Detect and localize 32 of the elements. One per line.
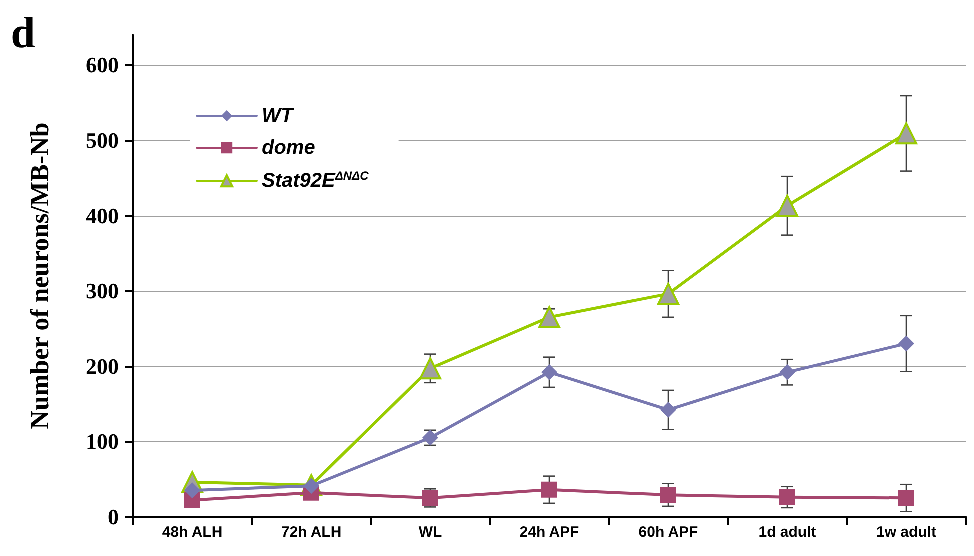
- y-tick-label: 100: [86, 429, 119, 454]
- point: [660, 402, 676, 418]
- point: [780, 364, 796, 380]
- x-tick-label: 48h ALH: [162, 524, 223, 541]
- point: [776, 194, 798, 217]
- point: [658, 283, 680, 306]
- point: [780, 489, 796, 506]
- x-tick-label: WL: [418, 524, 442, 541]
- x-tick-label: 1d adult: [758, 524, 816, 541]
- x-tick-label: 1w adult: [876, 524, 937, 541]
- point: [538, 306, 560, 328]
- y-tick-label: 200: [86, 354, 119, 379]
- point: [184, 482, 200, 499]
- y-tick-label: 400: [86, 203, 119, 228]
- point: [542, 482, 558, 498]
- y-tick-label: 500: [86, 128, 119, 153]
- legend-label: WT: [262, 105, 295, 127]
- x-tick-label: 24h APF: [520, 524, 580, 541]
- point: [896, 122, 918, 145]
- y-axis-title: Number of neurons/MB-Nb: [26, 122, 54, 430]
- point: [542, 364, 558, 380]
- point: [898, 490, 914, 506]
- y-tick-label: 0: [108, 504, 119, 530]
- point: [420, 358, 442, 380]
- chart-title: d: [11, 8, 36, 58]
- y-tick-label: 600: [86, 52, 119, 78]
- point: [660, 487, 676, 504]
- y-tick-label: 300: [86, 278, 119, 304]
- point: [898, 336, 914, 352]
- x-tick-label: 60h APF: [638, 524, 698, 541]
- legend-label: dome: [262, 137, 316, 159]
- x-tick-label: 72h ALH: [281, 524, 342, 541]
